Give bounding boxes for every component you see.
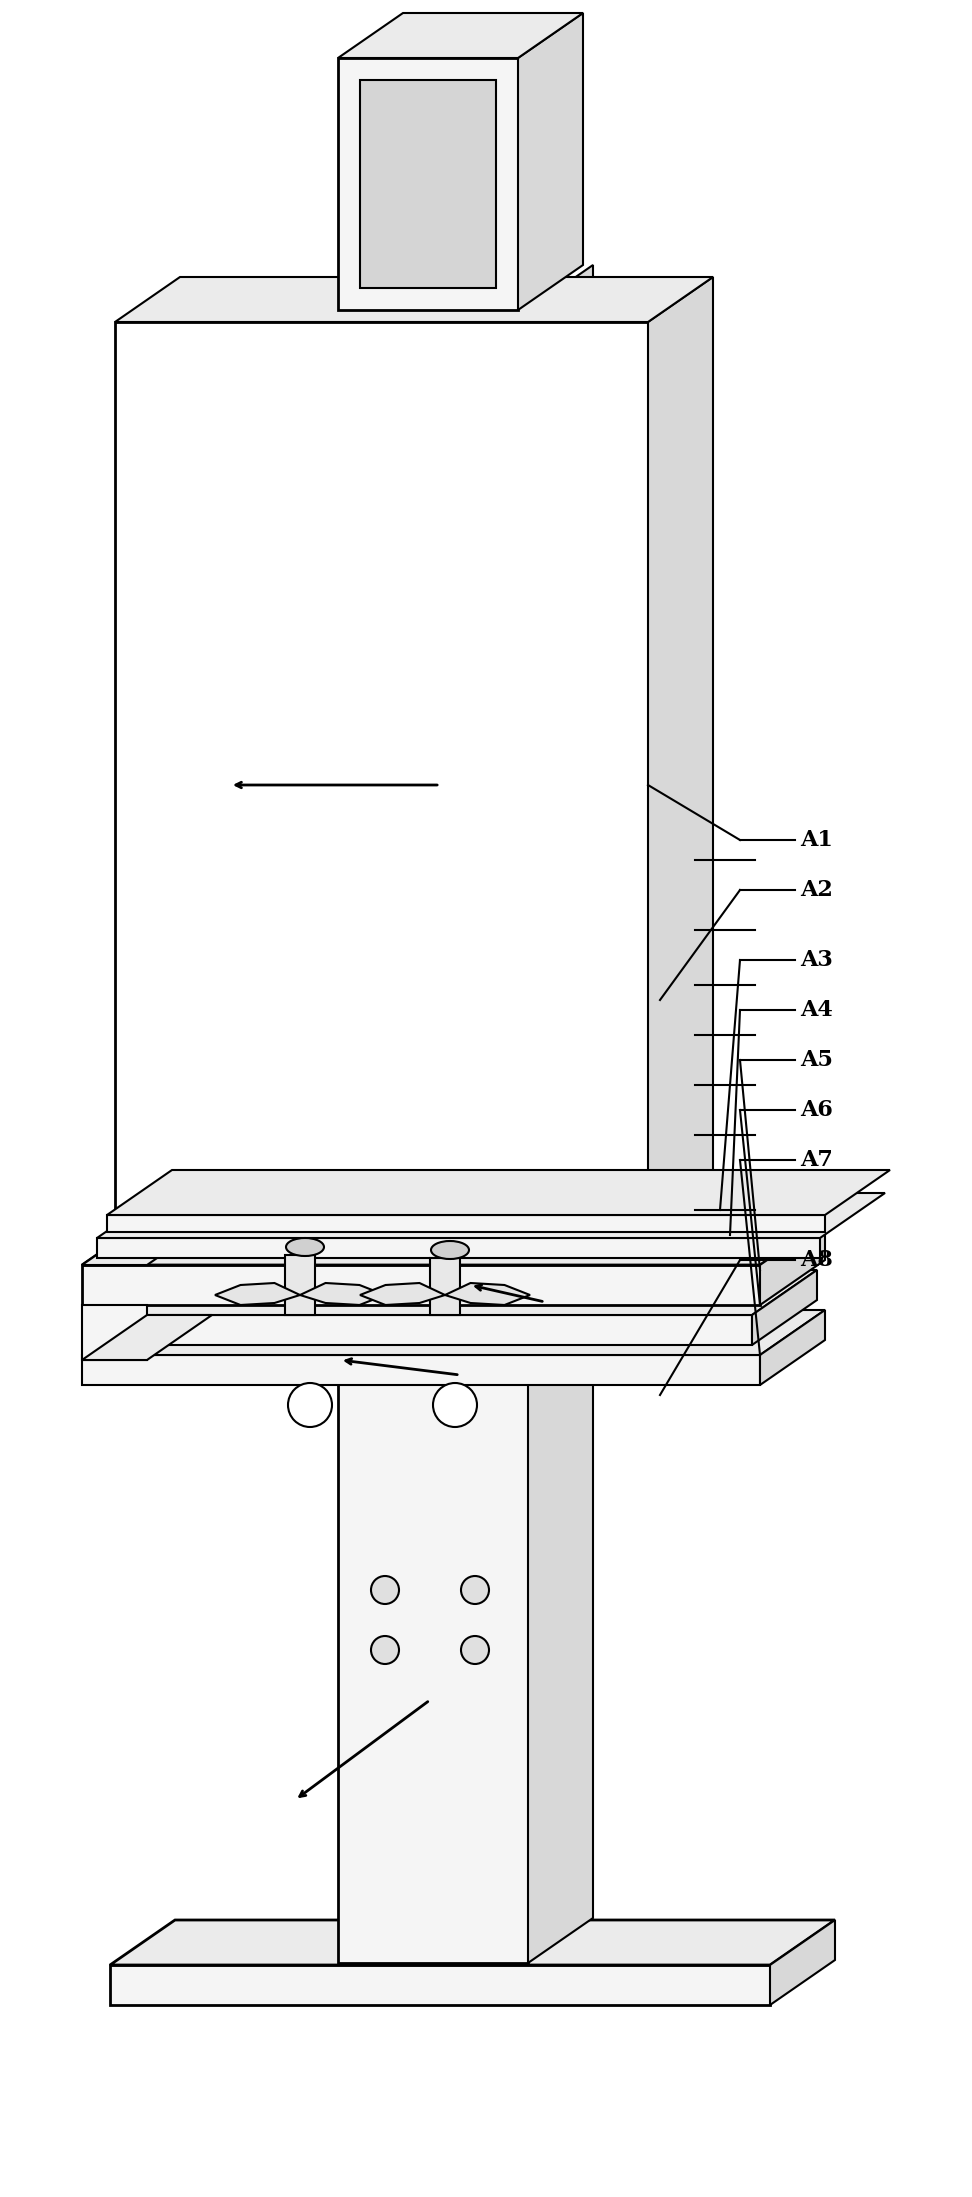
Polygon shape xyxy=(528,1281,593,1962)
Polygon shape xyxy=(107,1171,890,1215)
Polygon shape xyxy=(770,1920,835,2006)
Polygon shape xyxy=(100,1252,688,1268)
Ellipse shape xyxy=(461,1575,489,1604)
Polygon shape xyxy=(430,1259,460,1316)
Text: A5: A5 xyxy=(800,1048,833,1070)
Polygon shape xyxy=(82,1309,825,1356)
Polygon shape xyxy=(100,1206,753,1252)
Polygon shape xyxy=(82,1316,212,1360)
Polygon shape xyxy=(360,1283,445,1305)
Polygon shape xyxy=(360,79,496,288)
Polygon shape xyxy=(338,310,528,323)
Polygon shape xyxy=(528,266,593,323)
Text: A6: A6 xyxy=(800,1098,833,1120)
Polygon shape xyxy=(300,1283,385,1305)
Polygon shape xyxy=(445,1283,530,1305)
Text: A1: A1 xyxy=(800,828,833,850)
Polygon shape xyxy=(82,1219,212,1265)
Polygon shape xyxy=(338,57,518,310)
Text: A3: A3 xyxy=(800,949,833,971)
Polygon shape xyxy=(82,1265,760,1305)
Polygon shape xyxy=(215,1283,300,1305)
Ellipse shape xyxy=(286,1237,324,1257)
Polygon shape xyxy=(338,13,583,57)
Polygon shape xyxy=(648,277,713,1252)
Polygon shape xyxy=(90,1270,817,1316)
Polygon shape xyxy=(107,1215,825,1233)
Circle shape xyxy=(288,1382,332,1428)
Circle shape xyxy=(433,1382,477,1428)
Polygon shape xyxy=(338,1281,593,1325)
Text: A7: A7 xyxy=(800,1149,833,1171)
Polygon shape xyxy=(338,1325,528,1962)
Text: A8: A8 xyxy=(800,1250,833,1272)
Polygon shape xyxy=(760,1219,825,1305)
Polygon shape xyxy=(97,1193,885,1237)
Polygon shape xyxy=(752,1270,817,1345)
Polygon shape xyxy=(115,277,713,323)
Polygon shape xyxy=(82,1219,825,1265)
Polygon shape xyxy=(518,13,583,310)
Polygon shape xyxy=(285,1254,315,1316)
Ellipse shape xyxy=(461,1637,489,1663)
Polygon shape xyxy=(110,1964,770,2006)
Polygon shape xyxy=(82,1356,760,1384)
Polygon shape xyxy=(82,1305,147,1360)
Text: A4: A4 xyxy=(800,1000,833,1022)
Text: A2: A2 xyxy=(800,879,833,901)
Ellipse shape xyxy=(371,1575,399,1604)
Polygon shape xyxy=(115,323,648,1252)
Polygon shape xyxy=(760,1309,825,1384)
Ellipse shape xyxy=(431,1241,469,1259)
Ellipse shape xyxy=(371,1637,399,1663)
Polygon shape xyxy=(97,1237,820,1259)
Polygon shape xyxy=(90,1316,752,1345)
Polygon shape xyxy=(110,1920,835,1964)
